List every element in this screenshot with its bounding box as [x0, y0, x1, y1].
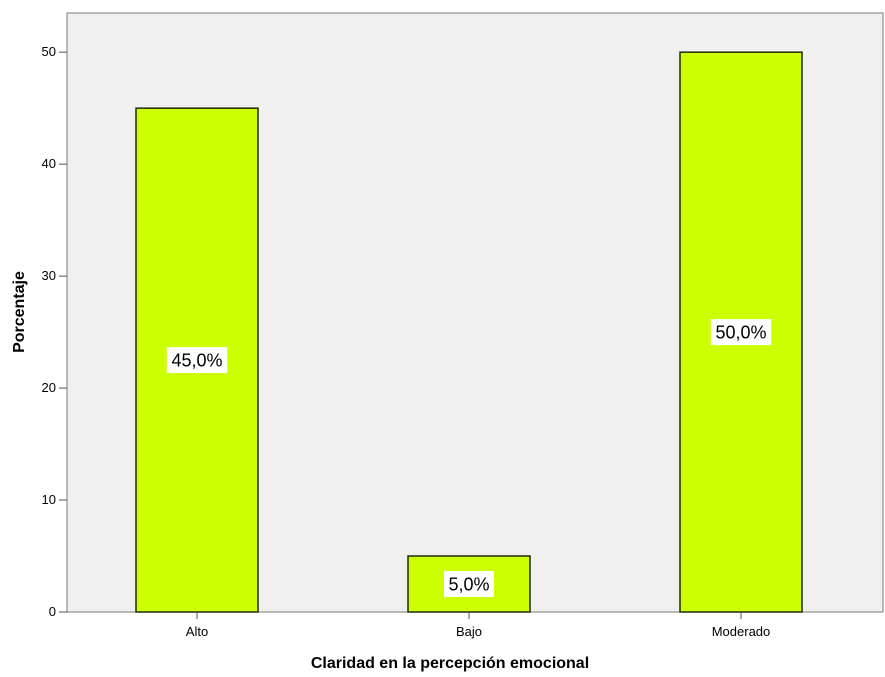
- data-label: 50,0%: [715, 323, 766, 343]
- category-label-alto: Alto: [186, 624, 208, 639]
- x-axis-title: Claridad en la percepción emocional: [311, 655, 589, 672]
- y-tick-label: 30: [42, 268, 56, 283]
- data-label-box: [166, 347, 228, 374]
- y-axis-title: Porcentaje: [11, 271, 28, 353]
- data-label: 5,0%: [448, 575, 489, 595]
- x-axis: Alto Bajo Moderado: [186, 612, 770, 639]
- category-label-bajo: Bajo: [456, 624, 482, 639]
- data-label-box: [444, 571, 494, 598]
- y-tick-label: 0: [49, 604, 56, 619]
- y-tick-label: 50: [42, 44, 56, 59]
- y-tick-label: 40: [42, 156, 56, 171]
- y-axis: 0 10 20 30 40 50: [42, 44, 67, 619]
- y-tick-label: 10: [42, 492, 56, 507]
- bars: 45,0% 5,0% 50,0%: [135, 51, 803, 613]
- data-label: 45,0%: [171, 351, 222, 371]
- category-label-moderado: Moderado: [712, 624, 771, 639]
- data-label-box: [710, 319, 772, 346]
- y-tick-label: 20: [42, 380, 56, 395]
